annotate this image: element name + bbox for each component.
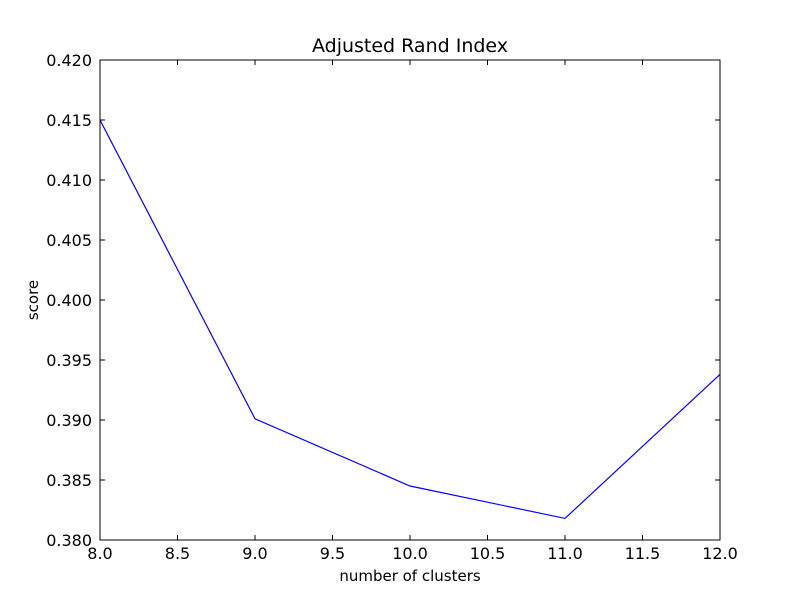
y-axis-title: score (24, 280, 42, 320)
y-tick-label: 0.420 (46, 51, 92, 70)
y-tick-label: 0.395 (46, 351, 92, 370)
y-tick-label: 0.380 (46, 531, 92, 550)
y-tick-label: 0.390 (46, 411, 92, 430)
x-tick-label: 11.0 (547, 544, 583, 563)
y-tick-label: 0.410 (46, 171, 92, 190)
x-tick-label: 12.0 (702, 544, 738, 563)
x-tick-label: 10.5 (470, 544, 506, 563)
x-tick-label: 9.0 (242, 544, 267, 563)
plot-area-frame (99, 59, 721, 541)
x-tick-label: 9.5 (320, 544, 345, 563)
x-tick-label: 8.0 (87, 544, 112, 563)
x-tick-label: 8.5 (165, 544, 190, 563)
y-tick-label: 0.415 (46, 111, 92, 130)
y-tick-label: 0.405 (46, 231, 92, 250)
x-tick-label: 10.0 (392, 544, 428, 563)
y-tick-label: 0.385 (46, 471, 92, 490)
series-line (99, 119, 721, 520)
ticks-layer: 8.0 8.5 9.0 9.5 10.0 10.5 11.0 11.5 12.0 0.380 0.3… (46, 51, 738, 563)
chart-title: Adjusted Rand Index (312, 35, 508, 57)
y-tick-label: 0.400 (46, 291, 92, 310)
x-tick-label: 11.5 (625, 544, 661, 563)
x-axis-title: number of clusters (339, 567, 481, 585)
series-layer (99, 119, 721, 520)
